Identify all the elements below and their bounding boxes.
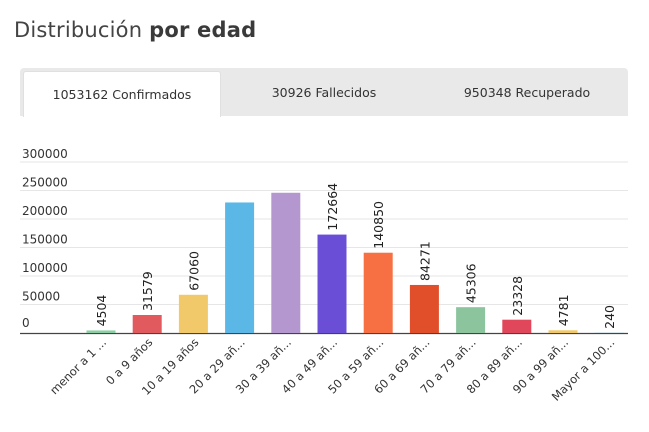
- bar-value-label: 84271: [417, 241, 432, 281]
- bar[interactable]: [225, 202, 255, 333]
- bar-value-label: 240: [602, 305, 617, 329]
- tab-confirmados[interactable]: 1053162 Confirmados: [23, 71, 221, 117]
- title-regular: Distribución: [14, 18, 143, 42]
- tab-recuperado[interactable]: 950348 Recuperado: [463, 84, 591, 100]
- bar-value-label: 23328: [510, 276, 525, 316]
- y-tick-label: 150000: [22, 233, 68, 247]
- bar[interactable]: [132, 314, 162, 333]
- page-title: Distribución por edad: [14, 18, 256, 42]
- bar[interactable]: [548, 330, 578, 333]
- bar[interactable]: [86, 330, 116, 333]
- bar-value-label: 45306: [464, 263, 479, 303]
- x-category-label: menor a 1 ...: [47, 335, 109, 397]
- y-tick-label: 50000: [22, 290, 60, 304]
- bar[interactable]: [363, 252, 393, 333]
- bar-value-label: 31579: [140, 271, 155, 311]
- tab-fallecidos[interactable]: 30926 Fallecidos: [271, 84, 377, 100]
- title-bold: por edad: [149, 18, 257, 42]
- bar[interactable]: [271, 192, 301, 333]
- bar[interactable]: [456, 307, 486, 333]
- bar-value-label: 4781: [556, 294, 571, 326]
- bar[interactable]: [178, 294, 208, 333]
- bar-value-label: 4504: [94, 295, 109, 327]
- bar-value-label: 140850: [371, 201, 386, 249]
- bar-value-label: 67060: [186, 251, 201, 291]
- bar[interactable]: [317, 234, 347, 333]
- y-tick-label: 100000: [22, 261, 68, 275]
- tab-bar: 1053162 Confirmados 30926 Fallecidos 950…: [20, 68, 628, 117]
- bar[interactable]: [409, 284, 439, 333]
- y-tick-label: 250000: [22, 176, 68, 190]
- y-tick-label: 0: [22, 316, 30, 330]
- y-tick-label: 300000: [22, 147, 68, 161]
- bar-value-label: 172664: [325, 183, 340, 231]
- y-tick-label: 200000: [22, 204, 68, 218]
- bar[interactable]: [502, 319, 532, 333]
